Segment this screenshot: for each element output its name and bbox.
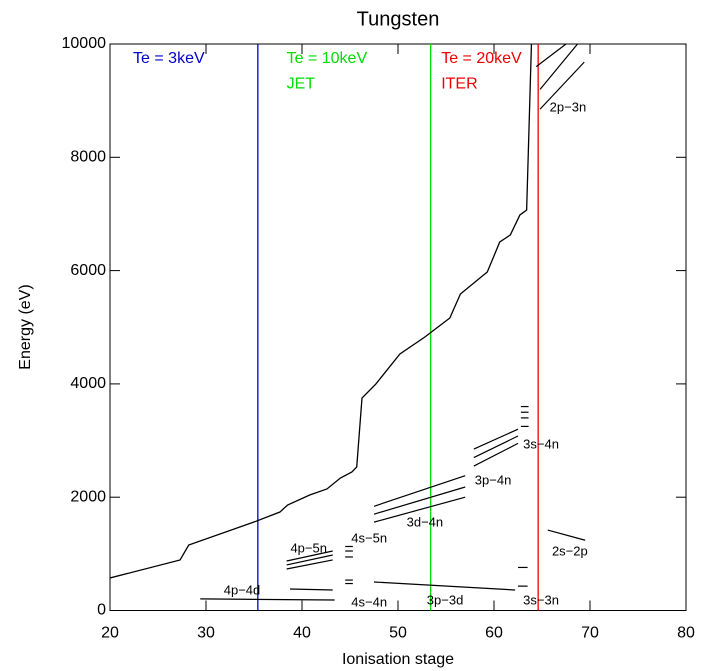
marker-label: Te = 10keV: [287, 50, 368, 67]
x-tick-label: 50: [389, 625, 407, 642]
series-line: [110, 44, 533, 579]
y-tick-label: 0: [97, 602, 106, 619]
transition-segment: [539, 61, 585, 110]
y-tick-label: 6000: [70, 262, 106, 279]
annotation: 2s−2p: [552, 543, 588, 558]
x-tick-label: 70: [581, 625, 599, 642]
transition-segment: [547, 529, 586, 541]
y-tick-label: 4000: [70, 375, 106, 392]
annotation: 4s−5n: [351, 530, 387, 545]
transition-segment: [473, 428, 519, 450]
marker-label: ITER: [441, 75, 477, 92]
transition-segment: [373, 496, 466, 523]
transition-segment: [473, 435, 519, 459]
y-axis-label: Energy (eV): [17, 284, 34, 369]
transition-segment: [200, 598, 335, 601]
annotation: 3p−4n: [475, 472, 512, 487]
transition-segment: [373, 581, 516, 591]
annotation: 3s−3n: [523, 592, 559, 607]
transition-segment: [373, 486, 466, 515]
y-tick-label: 2000: [70, 488, 106, 505]
transition-segment: [535, 44, 567, 68]
chart-title: Tungsten: [357, 8, 440, 30]
transition-segment: [286, 554, 333, 566]
marker-label: JET: [287, 75, 316, 92]
annotation: 4p−4d: [224, 582, 261, 597]
annotation: 4p−5n: [290, 540, 327, 555]
annotation: 3p−3d: [427, 592, 464, 607]
marker-label: Te = 20keV: [441, 50, 522, 67]
x-tick-label: 20: [101, 625, 119, 642]
transition-segment: [289, 588, 333, 591]
marker-label: Te = 3keV: [133, 50, 205, 67]
annotation: 3d−4n: [407, 514, 444, 529]
plot-frame: [109, 43, 687, 611]
transition-segment: [286, 559, 333, 570]
x-tick-label: 80: [677, 625, 695, 642]
x-axis-label: Ionisation stage: [342, 651, 454, 668]
annotation: 4s−4n: [351, 594, 387, 609]
x-tick-label: 60: [485, 625, 503, 642]
transition-segment: [539, 44, 578, 90]
x-tick-label: 40: [293, 625, 311, 642]
transition-segment: [473, 442, 519, 467]
annotation: 2p−3n: [550, 99, 587, 114]
y-tick-label: 10000: [62, 35, 107, 52]
annotation: 3s−4n: [523, 437, 559, 452]
transition-segment: [286, 550, 333, 562]
transition-segment: [373, 475, 466, 507]
y-tick-label: 8000: [70, 149, 106, 166]
x-tick-label: 30: [197, 625, 215, 642]
